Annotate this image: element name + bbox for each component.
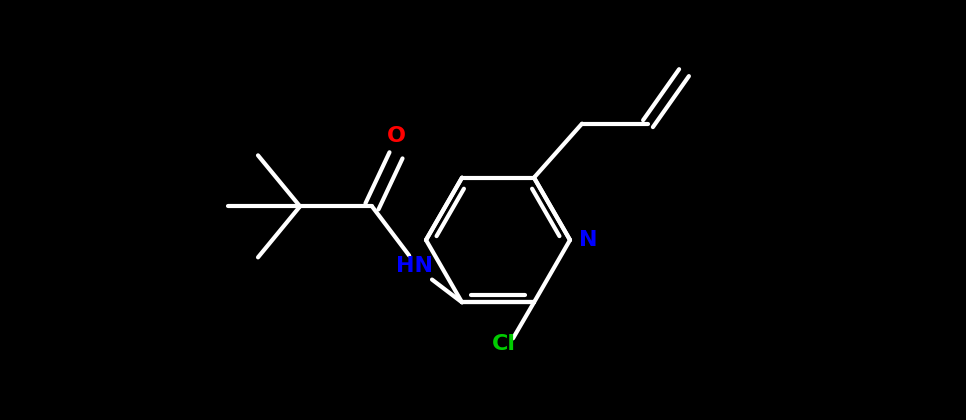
Text: HN: HN: [395, 256, 433, 276]
Text: O: O: [386, 126, 406, 146]
Text: Cl: Cl: [492, 334, 516, 354]
Text: N: N: [579, 230, 598, 250]
